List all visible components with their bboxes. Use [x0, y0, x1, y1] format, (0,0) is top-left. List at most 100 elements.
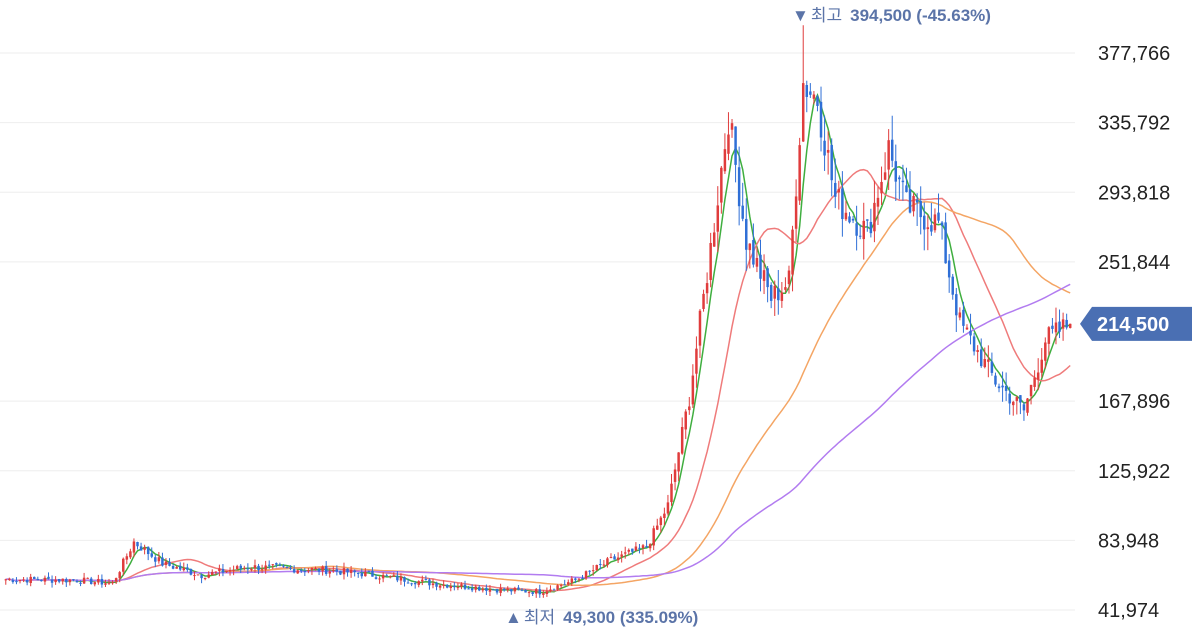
candle-body: [161, 557, 164, 566]
candle-body: [250, 569, 253, 571]
candle-body: [467, 588, 470, 590]
candle-body: [381, 574, 385, 579]
candle-body: [506, 588, 509, 591]
candle-body: [908, 189, 912, 213]
candle-body: [396, 575, 399, 581]
candle-body: [826, 149, 830, 153]
candle-body: [688, 406, 691, 411]
candle-body: [915, 199, 919, 203]
y-tick-label: 41,974: [1098, 600, 1159, 622]
candle-body: [239, 565, 242, 569]
candle-body: [1044, 342, 1047, 361]
candle-body: [93, 582, 97, 585]
candle-body: [460, 584, 463, 587]
candle-body: [164, 561, 168, 565]
candle-body: [246, 568, 250, 570]
candle-body: [495, 589, 499, 593]
candle-body: [68, 579, 72, 583]
candle-body: [193, 575, 196, 577]
candle-body: [898, 177, 901, 180]
moving-average-line-20: [5, 168, 1071, 592]
candle-body: [591, 570, 595, 572]
candle-body: [196, 574, 200, 576]
candle-body: [157, 557, 161, 562]
candle-body: [203, 577, 207, 580]
candle-body: [339, 570, 342, 575]
candle-body: [645, 545, 648, 548]
candle-body: [937, 212, 940, 221]
candle-body: [894, 161, 898, 182]
candle-body: [253, 565, 257, 569]
candle-body: [972, 336, 976, 352]
candle-body: [328, 571, 331, 574]
high-value: 394,500 (-45.63%): [850, 6, 991, 25]
candle-body: [18, 579, 22, 582]
candle-body: [527, 592, 531, 594]
candle-body: [303, 571, 307, 573]
candle-body: [1004, 385, 1008, 391]
candle-body: [50, 579, 54, 583]
candle-body: [670, 483, 673, 503]
candle-body: [962, 309, 965, 326]
candle-body: [445, 584, 449, 588]
candle-body: [862, 220, 865, 240]
candle-body: [243, 567, 246, 569]
candle-body: [574, 578, 577, 580]
candle-body: [634, 546, 638, 551]
candle-body: [1019, 395, 1022, 403]
candle-body: [260, 569, 264, 571]
candle-body: [431, 583, 435, 586]
grid-lines: [0, 52, 1075, 611]
candle-body: [1001, 385, 1004, 388]
candle-body: [705, 283, 709, 294]
candle-body: [805, 85, 809, 97]
candle-body: [965, 327, 969, 330]
candle-body: [136, 541, 139, 547]
candle-body: [292, 569, 296, 573]
candle-body: [485, 587, 488, 591]
candle-body: [1061, 319, 1065, 329]
candle-body: [951, 276, 954, 295]
candle-body: [616, 557, 620, 561]
low-marker: ▲: [505, 608, 522, 627]
candle-body: [720, 167, 723, 203]
moving-average-line-5: [5, 93, 1071, 594]
candle-body: [851, 218, 855, 221]
moving-average-line-120: [5, 283, 1071, 582]
candle-body: [1040, 359, 1043, 373]
candle-body: [844, 212, 848, 220]
low-annotation: ▲ 최저 49,300 (335.09%): [505, 608, 698, 627]
candle-body: [684, 411, 687, 430]
current-price-label: 214,500: [1097, 314, 1169, 336]
candle-body: [648, 544, 652, 549]
candle-body: [221, 568, 225, 573]
candle-body: [300, 570, 303, 572]
candle-body: [542, 593, 545, 595]
candle-body: [171, 565, 175, 569]
candle-body: [883, 172, 887, 180]
candle-body: [609, 556, 613, 558]
candle-body: [214, 571, 218, 573]
candle-body: [858, 235, 862, 237]
candle-body: [958, 312, 962, 318]
candle-body: [310, 568, 314, 570]
candle-body: [11, 579, 15, 583]
candle-body: [524, 589, 527, 593]
candle-body: [502, 588, 506, 591]
candle-body: [944, 222, 947, 264]
candle-body: [189, 568, 193, 575]
candle-body: [712, 232, 716, 247]
candle-body: [1008, 393, 1011, 404]
high-annotation: ▼ 최고 394,500 (-45.63%): [792, 6, 991, 25]
candle-body: [289, 567, 292, 569]
candle-body: [285, 567, 289, 569]
candle-body: [695, 348, 698, 374]
candle-body: [766, 268, 769, 288]
candle-body: [947, 260, 951, 278]
current-price-badge-shape: [1080, 306, 1192, 341]
candle-body: [631, 548, 634, 552]
candle-body: [264, 565, 267, 570]
candle-body: [499, 588, 502, 593]
